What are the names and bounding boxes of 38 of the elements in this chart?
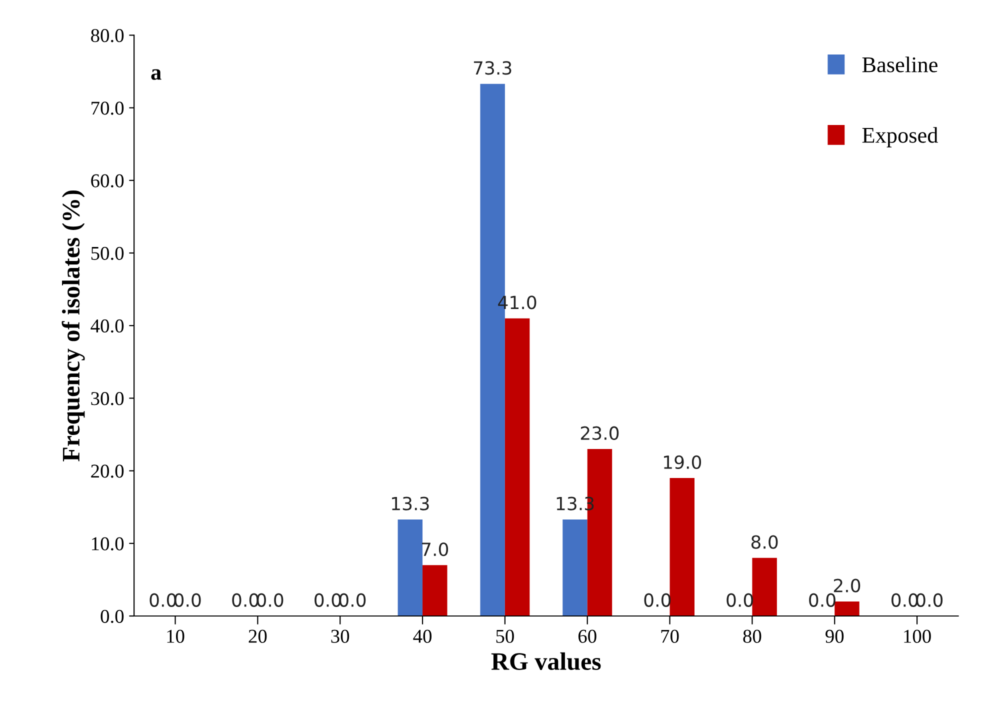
x-tick-label: 30 xyxy=(331,630,350,643)
x-axis-title: RG values xyxy=(491,652,601,670)
bar xyxy=(752,558,777,616)
data-label: 19.0 xyxy=(664,455,702,470)
legend-label: Exposed xyxy=(862,127,938,148)
y-tick-label: 50.0 xyxy=(91,246,124,260)
bar xyxy=(670,478,695,616)
x-tick-label: 10 xyxy=(167,630,184,643)
y-tick-label: 60.0 xyxy=(91,174,124,188)
data-label: 8.0 xyxy=(751,535,778,549)
x-tick-label: 100 xyxy=(904,630,931,643)
x-tick-label: 70 xyxy=(661,630,679,643)
bar xyxy=(834,601,860,616)
x-tick-label: 60 xyxy=(578,630,596,643)
data-label: 2.0 xyxy=(834,578,860,592)
y-tick-label: 80.0 xyxy=(91,29,124,42)
y-tick-label: 20.0 xyxy=(91,464,124,478)
y-tick-label: 10.0 xyxy=(92,537,124,550)
legend-label: Baseline xyxy=(862,56,938,72)
y-axis-title: Frequency of isolates (%) xyxy=(62,190,85,462)
data-label: 23.0 xyxy=(580,426,619,440)
data-label: 0.0 xyxy=(809,593,836,607)
x-tick-label: 90 xyxy=(826,630,844,643)
x-tick-label: 80 xyxy=(743,630,762,643)
y-tick-label: 70.0 xyxy=(92,102,124,115)
bar xyxy=(504,318,530,616)
bar xyxy=(398,519,423,616)
y-tick-label: 40.0 xyxy=(90,319,124,333)
bar xyxy=(422,565,448,616)
data-label: 73.3 xyxy=(474,61,512,75)
x-tick-label: 50 xyxy=(496,630,514,643)
x-tick-label: 20 xyxy=(248,630,267,643)
y-tick-label: 0.0 xyxy=(100,610,124,624)
bar xyxy=(562,519,588,616)
y-tick-label: 30.0 xyxy=(91,392,124,406)
x-tick-label: 40 xyxy=(413,630,432,643)
data-label: 13.3 xyxy=(392,496,429,510)
annotation: a xyxy=(151,69,162,80)
